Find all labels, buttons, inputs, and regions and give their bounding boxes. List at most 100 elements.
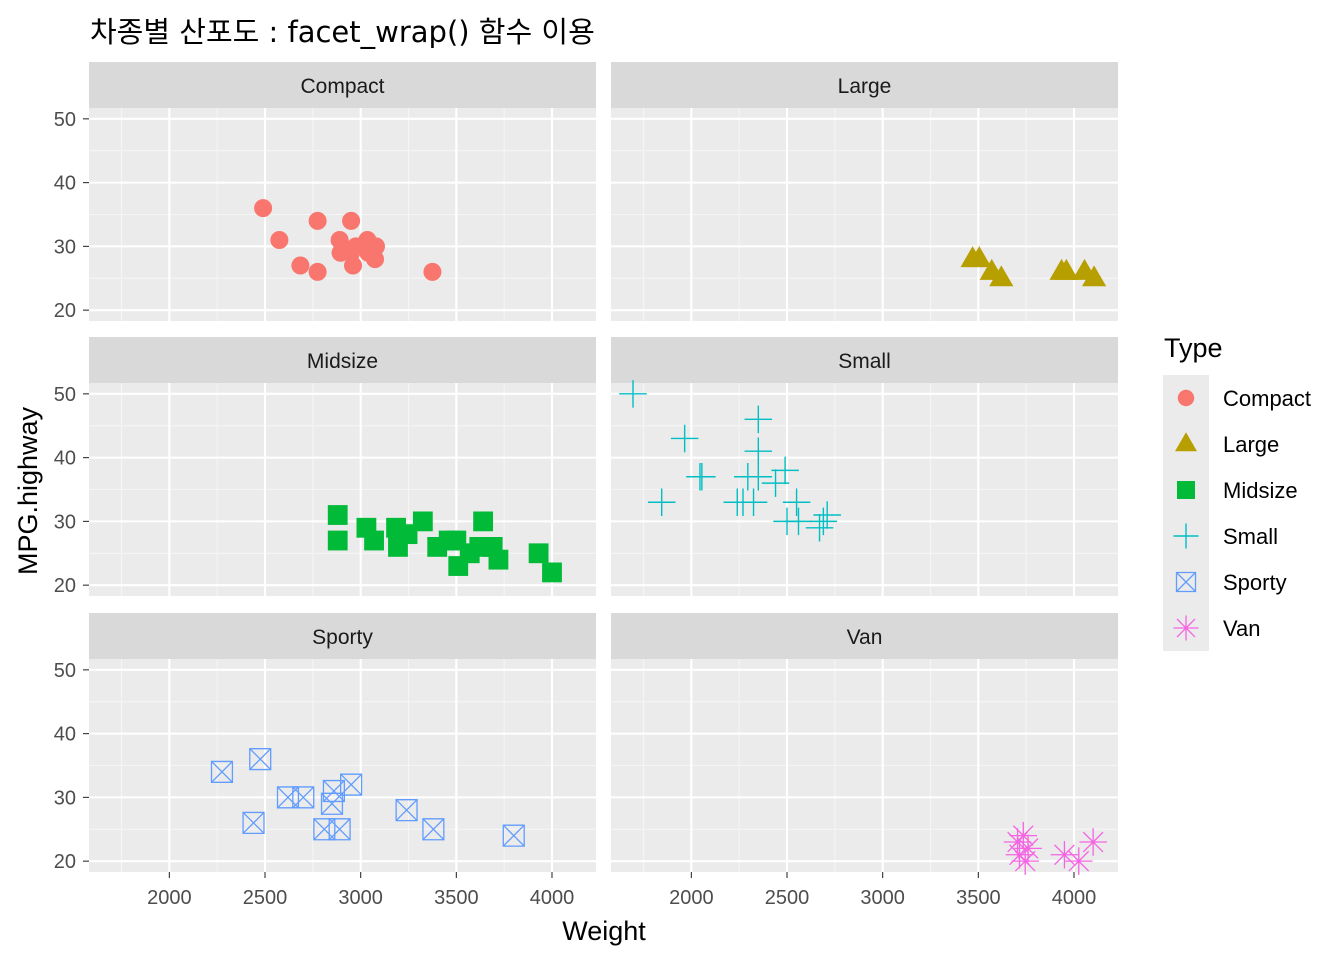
data-point-midsize xyxy=(327,530,348,551)
y-tick-label: 30 xyxy=(54,511,76,533)
y-tick-label: 20 xyxy=(54,575,76,597)
legend-label: Large xyxy=(1223,432,1279,457)
data-point-van xyxy=(1050,841,1079,869)
data-point-small xyxy=(771,456,799,485)
data-point-midsize xyxy=(542,562,562,583)
facet-strip xyxy=(89,613,596,659)
data-point-small xyxy=(647,488,676,517)
legend-label: Compact xyxy=(1223,386,1311,411)
facet-strip xyxy=(89,62,596,108)
data-point-van xyxy=(1065,847,1093,875)
data-point-van xyxy=(1079,828,1107,856)
x-tick-label: 2000 xyxy=(669,887,714,909)
y-tick-label: 20 xyxy=(54,300,76,322)
legend-key-van xyxy=(1173,615,1199,641)
data-point-compact xyxy=(270,230,289,250)
data-point-midsize xyxy=(364,530,384,551)
data-point-midsize xyxy=(473,511,494,532)
facet-strip xyxy=(611,62,1118,108)
y-axis-title: MPG.highway xyxy=(13,406,43,575)
data-point-midsize xyxy=(412,511,433,532)
data-point-compact xyxy=(366,237,386,256)
x-tick-label: 4000 xyxy=(530,887,575,909)
data-point-compact xyxy=(308,262,327,281)
data-point-small xyxy=(670,424,699,453)
data-point-sporty xyxy=(242,811,265,834)
data-point-sporty xyxy=(395,799,418,822)
series-small xyxy=(619,380,841,542)
data-point-sporty xyxy=(422,818,445,841)
data-point-compact xyxy=(423,262,442,281)
facet-panel-midsize: Midsize xyxy=(89,337,596,596)
data-point-sporty xyxy=(210,760,234,783)
data-point-small xyxy=(739,488,768,517)
facet-strip-label: Midsize xyxy=(307,350,378,373)
y-tick-label: 30 xyxy=(54,236,76,258)
legend-label: Small xyxy=(1223,524,1278,549)
legend-key-compact xyxy=(1177,389,1195,407)
facet-strip-label: Large xyxy=(838,75,892,98)
legend-item-large: Large xyxy=(1175,432,1279,457)
y-tick-label: 50 xyxy=(54,660,76,682)
data-point-compact xyxy=(254,199,273,218)
data-point-compact xyxy=(344,256,363,275)
x-tick-label: 3000 xyxy=(338,887,383,909)
y-tick-label: 50 xyxy=(54,109,76,131)
data-point-large xyxy=(967,246,992,268)
x-tick-label: 4000 xyxy=(1052,887,1097,909)
series-midsize xyxy=(327,505,562,583)
facet-strip-label: Compact xyxy=(300,75,384,98)
data-point-van xyxy=(1009,821,1038,850)
series-large xyxy=(960,246,1107,287)
legend-key-sporty xyxy=(1175,571,1197,593)
facet-panels: Compact Large Midsize Small Sporty Van xyxy=(89,62,1118,872)
facet-panel-small: Small xyxy=(611,337,1118,596)
series-compact xyxy=(254,199,442,281)
legend-key-background xyxy=(1163,375,1209,651)
x-tick-label: 3500 xyxy=(434,887,479,909)
legend: Type Compact Large Midsize Small Sporty Van xyxy=(1163,333,1311,651)
data-point-compact xyxy=(291,256,310,275)
x-tick-label: 3000 xyxy=(860,887,905,909)
data-point-midsize xyxy=(397,524,418,545)
data-point-compact xyxy=(342,211,361,230)
legend-label: Van xyxy=(1223,616,1261,641)
legend-title: Type xyxy=(1164,333,1223,363)
facet-panel-large: Large xyxy=(611,62,1118,321)
facet-strip-label: Sporty xyxy=(312,626,373,649)
x-tick-label: 2000 xyxy=(147,887,192,909)
data-point-midsize xyxy=(488,549,509,570)
y-tick-label: 30 xyxy=(54,787,76,809)
facet-panel-compact: Compact xyxy=(89,62,596,321)
legend-item-small: Small xyxy=(1173,523,1278,549)
data-point-van xyxy=(1011,847,1039,875)
data-point-small xyxy=(782,488,811,517)
data-point-large xyxy=(1054,258,1079,280)
legend-key-large xyxy=(1175,432,1197,452)
facet-strip xyxy=(611,337,1118,383)
y-tick-label: 50 xyxy=(54,384,76,406)
data-point-sporty xyxy=(328,818,351,841)
y-axes: 20 30 40 50 20 30 40 50 20 30 40 50 xyxy=(54,109,89,873)
data-point-large xyxy=(1081,265,1107,287)
y-tick-label: 20 xyxy=(54,851,76,873)
data-point-sporty xyxy=(502,824,525,847)
legend-label: Midsize xyxy=(1223,478,1298,503)
data-point-small xyxy=(619,380,647,408)
data-point-small xyxy=(688,462,716,491)
data-point-van xyxy=(1014,834,1042,863)
series-van xyxy=(1003,821,1107,875)
legend-item-van: Van xyxy=(1173,615,1261,641)
facet-strip-label: Van xyxy=(847,626,883,649)
facet-strip-label: Small xyxy=(838,350,891,373)
legend-item-sporty: Sporty xyxy=(1175,570,1287,595)
y-tick-label: 40 xyxy=(54,724,76,746)
data-point-small xyxy=(809,507,838,536)
chart-title: 차종별 산포도 : facet_wrap() 함수 이용 xyxy=(90,15,595,49)
data-point-midsize xyxy=(327,505,348,525)
y-tick-label: 40 xyxy=(54,448,76,470)
data-point-large xyxy=(989,265,1014,287)
x-axis-title: Weight xyxy=(562,916,646,946)
x-axes: 2000 2500 3000 3500 4000 2000 2500 3000 3500 4000 xyxy=(147,872,1096,909)
facet-panel-van: Van xyxy=(611,613,1118,872)
